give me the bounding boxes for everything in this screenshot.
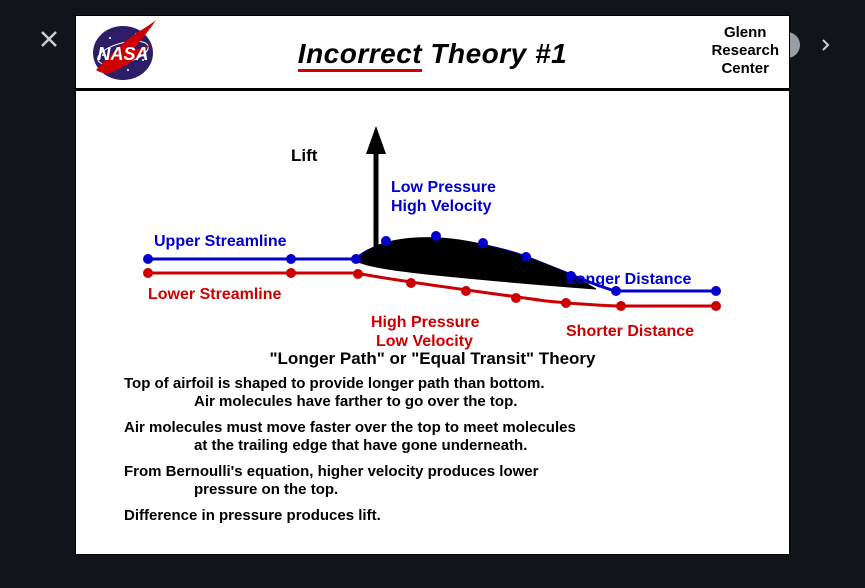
next-image-button[interactable] — [812, 32, 838, 58]
label-shorter-dist: Shorter Distance — [566, 323, 694, 341]
label-longer-dist: Longer Distance — [566, 271, 691, 289]
body-text: Top of airfoil is shaped to provide long… — [76, 369, 789, 525]
research-center-label: Glenn Research Center — [711, 24, 779, 78]
label-low-pressure: Low Pressure — [391, 179, 496, 197]
label-high-velocity: High Velocity — [391, 198, 491, 216]
slide-header: NASA Incorrect Theory #1 Glenn Research … — [76, 16, 789, 91]
label-low-velocity: Low Velocity — [376, 333, 473, 351]
title-word-underlined: Incorrect — [298, 38, 422, 72]
label-lift: Lift — [291, 146, 317, 166]
label-upper-stream: Upper Streamline — [154, 233, 286, 251]
theory-subtitle: "Longer Path" or "Equal Transit" Theory — [76, 349, 789, 369]
paragraph-1: Top of airfoil is shaped to provide long… — [124, 375, 741, 411]
label-lower-stream: Lower Streamline — [148, 286, 281, 304]
title-rest: Theory #1 — [422, 38, 567, 69]
airfoil-diagram: Lift Low PressureHigh Velocity Upper Strea… — [76, 91, 789, 351]
slide-title: Incorrect Theory #1 — [76, 38, 789, 70]
image-viewer: NASA Incorrect Theory #1 Glenn Research … — [75, 15, 790, 555]
label-high-pressure: High Pressure — [371, 314, 479, 332]
close-icon[interactable] — [40, 30, 68, 58]
paragraph-4: Difference in pressure produces lift. — [124, 507, 741, 525]
paragraph-3: From Bernoulli's equation, higher veloci… — [124, 463, 741, 499]
paragraph-2: Air molecules must move faster over the … — [124, 419, 741, 455]
